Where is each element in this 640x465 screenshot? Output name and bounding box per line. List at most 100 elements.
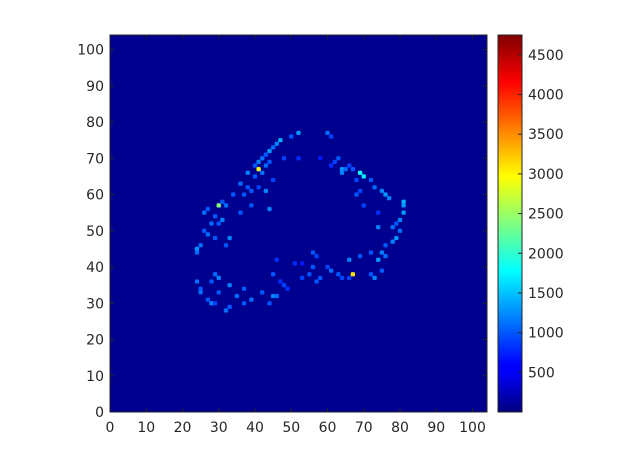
heatmap-cell [296, 130, 301, 136]
heatmap-cell [318, 156, 323, 161]
heatmap-cell [245, 170, 250, 175]
heatmap-cell [260, 156, 265, 161]
colorbar-tick-label: 1000 [528, 326, 564, 342]
heatmap-cell [401, 210, 406, 215]
heatmap-cell [212, 214, 218, 219]
colorbar-tick-label: 3500 [528, 127, 564, 143]
heatmap-cell [357, 188, 363, 194]
x-tick-label: 30 [210, 420, 228, 436]
heatmap-cell [227, 235, 232, 241]
x-axis: 0 10 20 30 40 50 60 70 80 90 100 [106, 35, 486, 436]
heatmap-cell [328, 268, 334, 273]
colorbar-ticks: 500 1000 1500 2000 2500 3000 3500 4000 4500 [518, 48, 564, 381]
heatmap-cell [350, 166, 356, 172]
heatmap-cell [263, 163, 269, 168]
heatmap-background [110, 35, 487, 412]
heatmap-cell [368, 177, 374, 183]
heatmap-cell [292, 261, 298, 266]
heatmap-cell [376, 224, 381, 230]
heatmap-cell [318, 275, 323, 281]
heatmap-cell [198, 290, 203, 295]
colorbar-tick-label: 2000 [528, 246, 564, 262]
heatmap-cell [328, 163, 334, 168]
colorbar: 500 1000 1500 2000 2500 3000 3500 4000 4500 [497, 34, 564, 413]
heatmap-cell [401, 203, 406, 208]
heatmap-cell [397, 217, 403, 223]
heatmap-cell [209, 221, 214, 226]
x-tick-label: 90 [427, 420, 445, 436]
heatmap-cell [205, 206, 211, 212]
y-tick-label: 50 [86, 224, 104, 240]
x-tick-label: 80 [391, 420, 409, 436]
y-tick-label: 40 [86, 260, 104, 276]
heatmap-cell [238, 181, 243, 186]
y-tick-label: 0 [95, 405, 104, 421]
heatmap-cell [267, 206, 272, 212]
heatmap-cell [256, 185, 261, 190]
heatmap-cell [216, 290, 221, 295]
heatmap-cell [249, 297, 254, 302]
heatmap-cell [379, 250, 385, 255]
heatmap-cell [383, 243, 388, 248]
heatmap-cell [227, 304, 232, 310]
heatmap-cell [263, 188, 269, 194]
heatmap-cells [194, 130, 406, 313]
heatmap-cell [394, 235, 399, 241]
heatmap-cell [270, 177, 276, 183]
heatmap-cell [223, 203, 229, 208]
heatmap-cell [216, 275, 221, 281]
heatmap-cell [339, 275, 345, 281]
plot-frame [109, 34, 488, 413]
heatmap-cell [354, 192, 359, 197]
heatmap-cell [212, 301, 218, 306]
heatmap-cell [299, 261, 305, 266]
heatmap-cell [194, 279, 200, 284]
heatmap-cell [347, 163, 352, 168]
heatmap-cell [278, 279, 283, 284]
heatmap-cell [198, 286, 203, 291]
plot-area: 0 10 20 30 40 50 60 70 80 90 100 0 10 20 30 40 50 60 70 80… [77, 34, 488, 436]
heatmap-cell [227, 282, 232, 288]
x-tick-label: 100 [459, 420, 486, 436]
heatmap-cell [368, 272, 374, 277]
heatmap-cell [252, 174, 258, 179]
heatmap-cell [336, 272, 341, 277]
heatmap-cell [270, 293, 276, 299]
heatmap-cell [390, 239, 395, 244]
y-tick-label: 20 [86, 333, 104, 349]
heatmap-cell [220, 199, 225, 204]
heatmap-cell [310, 250, 316, 255]
x-tick-label: 10 [137, 420, 155, 436]
colorbar-tick-label: 4500 [528, 48, 564, 64]
heatmap-cell [325, 130, 330, 136]
heatmap-cell [241, 301, 247, 306]
heatmap-cell [260, 170, 265, 175]
x-tick-label: 70 [355, 420, 373, 436]
heatmap-cell [336, 156, 341, 161]
colorbar-frame [497, 34, 523, 413]
heatmap-cell [299, 275, 305, 281]
heatmap-cell [376, 210, 381, 215]
x-tick-label: 0 [106, 420, 115, 436]
heatmap-cell [212, 235, 218, 241]
x-tick-label: 60 [319, 420, 337, 436]
heatmap-cell [270, 272, 276, 277]
heatmap-cell [289, 134, 294, 139]
heatmap-cell [249, 203, 254, 208]
heatmap-cell [401, 199, 406, 204]
heatmap-cell [270, 145, 276, 150]
heatmap-cell [263, 152, 269, 157]
heatmap-cell [347, 257, 352, 262]
y-axis: 0 10 20 30 40 50 60 70 80 90 100 [77, 43, 487, 421]
heatmap-cell [281, 282, 287, 288]
heatmap-cell [234, 293, 240, 299]
colorbar-gradient [498, 35, 522, 412]
heatmap-cell [209, 301, 214, 306]
heatmap-cell [372, 275, 377, 281]
heatmap-cell [194, 246, 200, 252]
y-tick-label: 90 [86, 79, 104, 95]
heatmap-cell [216, 203, 221, 208]
heatmap-cell [328, 134, 334, 139]
heatmap-cell [205, 297, 211, 302]
